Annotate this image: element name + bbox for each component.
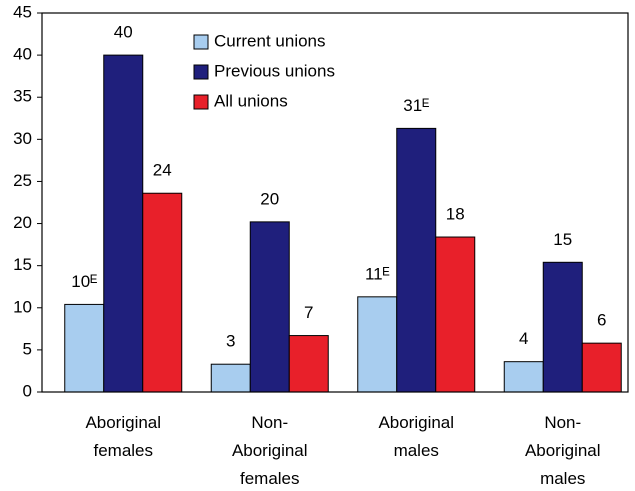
x-tick-line: males (394, 441, 439, 460)
x-tick-line: Non- (251, 413, 288, 432)
x-tick-line: females (93, 441, 153, 460)
y-tick-label: 5 (23, 339, 32, 358)
bar (542, 261, 583, 393)
x-tick-line: Aboriginal (232, 441, 308, 460)
data-label: 24 (153, 161, 172, 180)
x-tick-line: females (240, 469, 300, 488)
x-tick-label: Aboriginal females (85, 413, 161, 460)
y-tick-label: 40 (13, 45, 32, 64)
y-tick-label: 25 (13, 171, 32, 190)
data-label: 3 (226, 332, 235, 351)
x-tick-line: Non- (544, 413, 581, 432)
x-tick-label: Non- Aboriginal females (232, 413, 308, 488)
x-tick-line: males (540, 469, 585, 488)
bar (503, 361, 544, 393)
bar (249, 221, 290, 393)
bar (581, 342, 622, 393)
y-tick-label: 45 (13, 2, 32, 21)
bar (357, 296, 398, 393)
legend-label: Current unions (214, 31, 326, 50)
data-label: 18 (446, 205, 465, 224)
data-label: 20 (260, 189, 279, 208)
data-label: 7 (304, 303, 313, 322)
data-label: 31ᴱ (403, 96, 429, 115)
legend-swatch (193, 64, 209, 80)
x-tick-line: Aboriginal (85, 413, 161, 432)
data-label: 6 (597, 311, 606, 330)
legend-label: Previous unions (214, 61, 335, 80)
legend-label: All unions (214, 91, 288, 110)
bar (435, 236, 476, 393)
y-tick-label: 20 (13, 213, 32, 232)
y-tick-label: 30 (13, 129, 32, 148)
y-tick-label: 35 (13, 87, 32, 106)
x-tick-label: Aboriginal males (378, 413, 454, 460)
data-label: 15 (553, 230, 572, 249)
x-tick-label: Non- Aboriginal males (525, 413, 601, 488)
y-tick-label: 0 (23, 381, 32, 400)
data-label: 10ᴱ (71, 272, 97, 291)
bar (103, 54, 144, 393)
legend-swatch (193, 34, 209, 50)
bar (210, 363, 251, 393)
bar (396, 127, 437, 393)
x-tick-line: Aboriginal (525, 441, 601, 460)
bar (64, 303, 105, 393)
y-tick-label: 10 (13, 297, 32, 316)
bar (288, 335, 329, 393)
data-label: 11ᴱ (365, 264, 390, 283)
data-label: 4 (519, 329, 528, 348)
legend-swatch (193, 94, 209, 110)
plot-frame (41, 12, 629, 393)
data-label: 40 (114, 23, 133, 42)
x-tick-line: Aboriginal (378, 413, 454, 432)
y-tick-label: 15 (13, 255, 32, 274)
bar (142, 192, 183, 393)
